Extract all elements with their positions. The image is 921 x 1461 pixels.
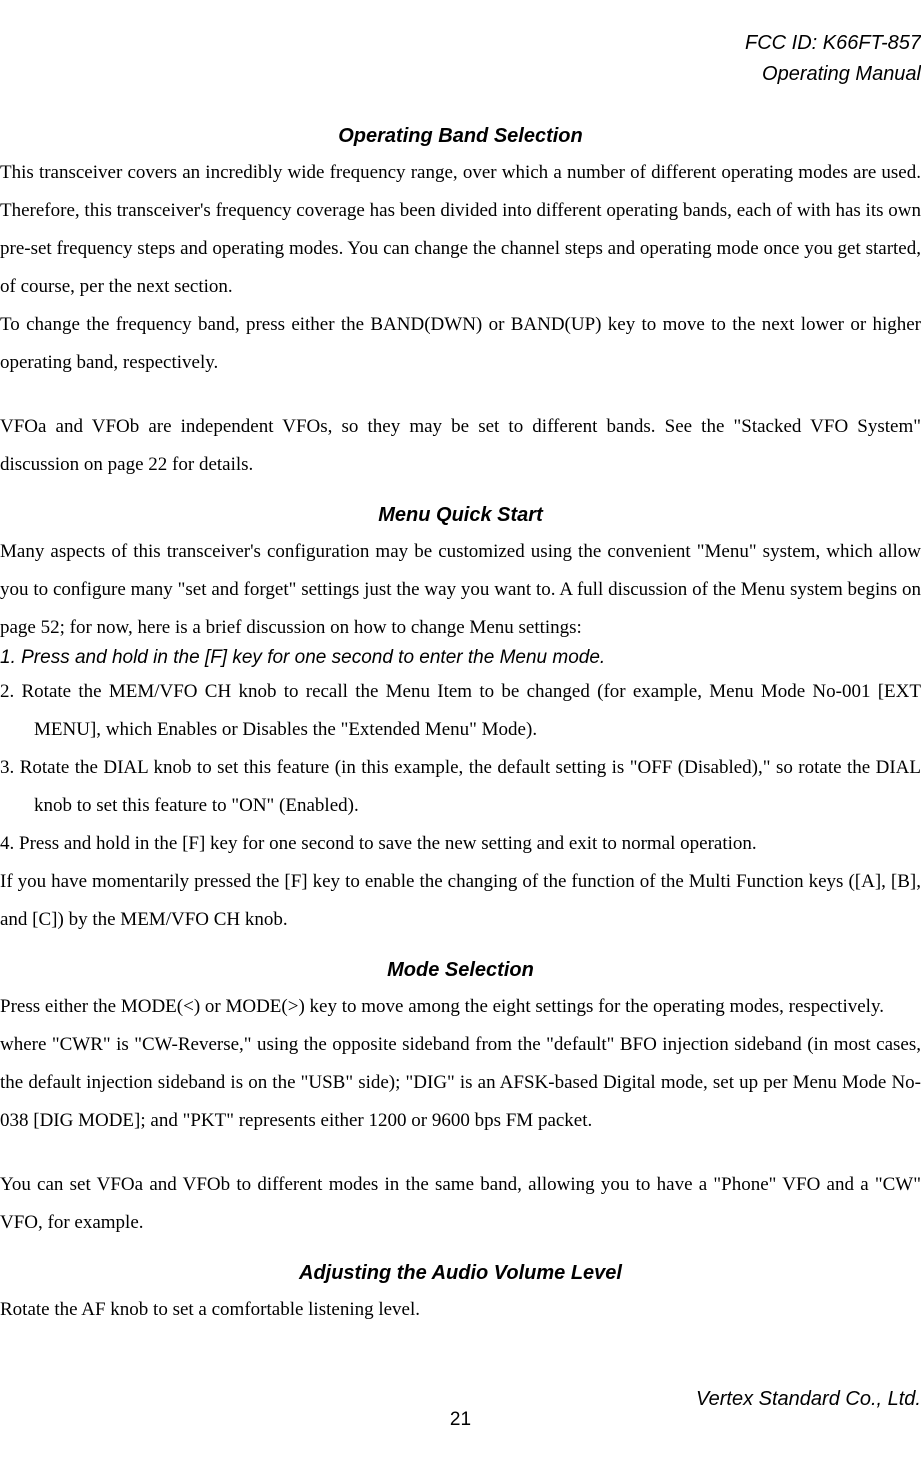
manual-page: FCC ID: K66FT-857 Operating Manual Opera… [0,0,921,1461]
footer-company: Vertex Standard Co., Ltd. [696,1388,921,1411]
menu-intro: Many aspects of this transceiver's confi… [0,533,921,647]
menu-step-1: 1. Press and hold in the [F] key for one… [0,647,921,669]
spacer [0,382,921,408]
mode-paragraph-2: where "CWR" is "CW-Reverse," using the o… [0,1026,921,1140]
page-header: FCC ID: K66FT-857 Operating Manual [745,28,921,90]
menu-step-3: 3. Rotate the DIAL knob to set this feat… [0,749,921,825]
manual-subtitle: Operating Manual [745,59,921,90]
section-title-menu: Menu Quick Start [0,504,921,527]
menu-step-4: 4. Press and hold in the [F] key for one… [0,825,921,863]
menu-steps-list: 2. Rotate the MEM/VFO CH knob to recall … [0,673,921,863]
section-title-mode: Mode Selection [0,959,921,982]
page-number: 21 [0,1409,921,1431]
audio-paragraph-1: Rotate the AF knob to set a comfortable … [0,1291,921,1329]
spacer [0,1140,921,1166]
band-paragraph-2: To change the frequency band, press eith… [0,306,921,382]
menu-tail: If you have momentarily pressed the [F] … [0,863,921,939]
band-paragraph-1: This transceiver covers an incredibly wi… [0,154,921,306]
section-title-band: Operating Band Selection [0,125,921,148]
mode-paragraph-3: You can set VFOa and VFOb to different m… [0,1166,921,1242]
mode-paragraph-1: Press either the MODE(<) or MODE(>) key … [0,988,921,1026]
band-paragraph-3: VFOa and VFOb are independent VFOs, so t… [0,408,921,484]
section-title-audio: Adjusting the Audio Volume Level [0,1262,921,1285]
menu-step-2: 2. Rotate the MEM/VFO CH knob to recall … [0,673,921,749]
page-content: Operating Band Selection This transceive… [0,105,921,1329]
fcc-id: FCC ID: K66FT-857 [745,28,921,59]
